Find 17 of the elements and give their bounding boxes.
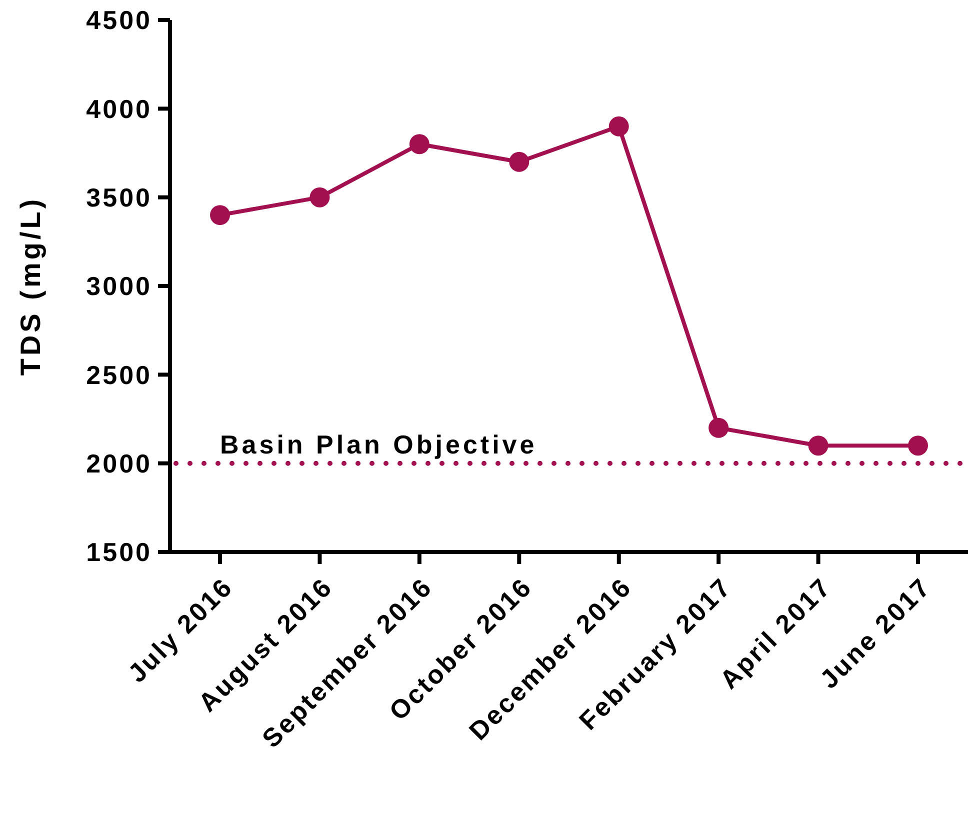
y-tick-label: 1500 [86, 537, 152, 568]
point [509, 152, 530, 172]
y-tick-label: 2500 [86, 360, 152, 390]
point [409, 134, 430, 154]
point [310, 187, 330, 208]
ref-line-label: Basin Plan Objective [220, 429, 538, 460]
y-tick-label: 3000 [86, 271, 152, 302]
y-tick-label: 4500 [86, 5, 152, 36]
y-tick-label: 4000 [86, 94, 152, 124]
y-axis-title: TDS (mg/L) [15, 196, 46, 376]
point [608, 116, 629, 136]
point [708, 418, 729, 438]
point [210, 205, 230, 226]
point [808, 436, 828, 456]
y-tick-label: 2000 [86, 448, 152, 478]
y-tick-label: 3500 [86, 182, 152, 212]
point [908, 436, 928, 456]
